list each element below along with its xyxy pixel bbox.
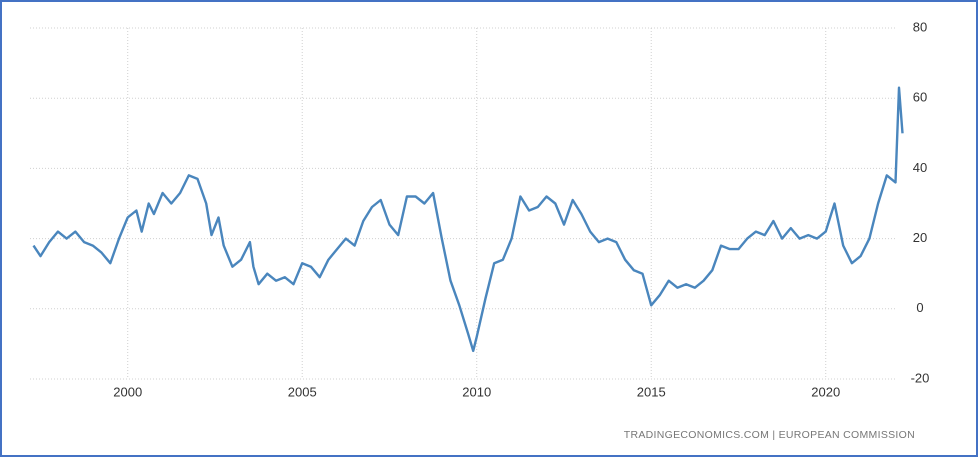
line [32,86,904,353]
x-tick-label: 2015 [637,384,666,399]
y-tick-label: 60 [913,90,927,105]
y-tick-label: 20 [913,230,927,245]
y-tick-label: 0 [916,300,923,315]
source: TRADINGECONOMICS.COM | EUROPEAN COMMISSI… [624,429,915,441]
x-tick-label: 2000 [113,384,142,399]
x-tick-label: 2020 [811,384,840,399]
x-tick-label: 2010 [462,384,491,399]
y-tick-label: 80 [913,19,927,34]
y-tick-label: 40 [913,160,927,175]
plot: -20 0 20 40 60 80 2000 2005 2010 2015 2020 [30,19,929,399]
y-tick-label: -20 [911,370,930,385]
x-tick-label: 2005 [288,384,317,399]
